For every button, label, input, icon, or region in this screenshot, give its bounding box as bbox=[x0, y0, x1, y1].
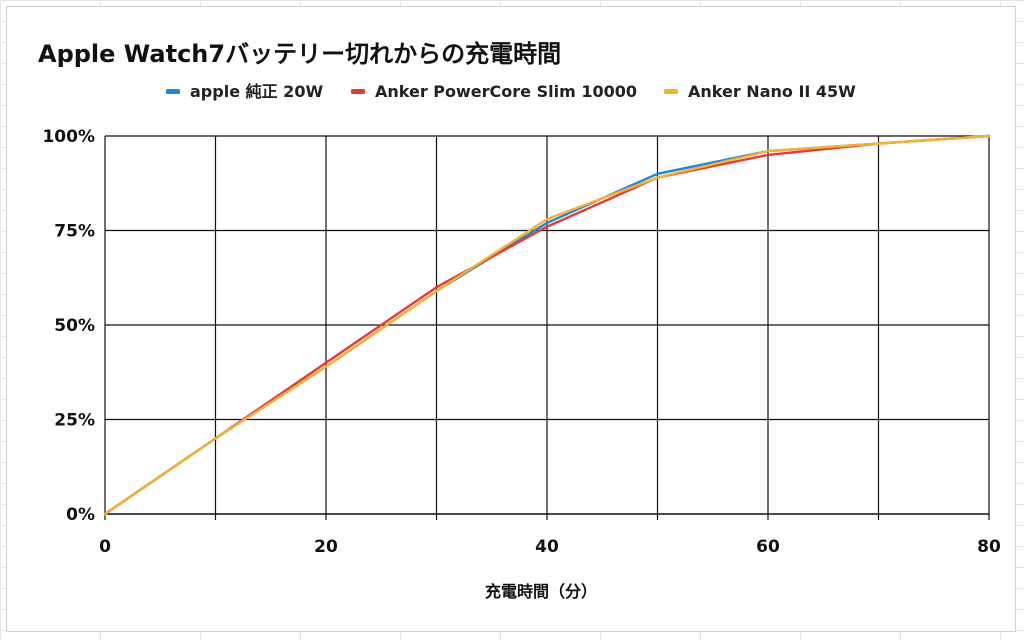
x-axis-ticks: 0 20 40 60 80 bbox=[99, 537, 1001, 557]
x-tick-label: 60 bbox=[756, 537, 780, 557]
series-lines bbox=[103, 134, 991, 516]
y-tick-label: 75% bbox=[54, 222, 95, 242]
legend-item-1: apple 純正 20W bbox=[166, 82, 323, 101]
series-line-3 bbox=[103, 134, 991, 516]
legend-swatch bbox=[664, 89, 678, 94]
grid bbox=[104, 135, 990, 520]
legend-item-3: Anker Nano II 45W bbox=[664, 82, 856, 101]
x-tick-label: 40 bbox=[535, 537, 559, 557]
y-tick-label: 50% bbox=[54, 316, 95, 336]
legend-swatch bbox=[166, 89, 180, 94]
y-tick-label: 25% bbox=[54, 411, 95, 431]
x-tick-label: 80 bbox=[977, 537, 1001, 557]
chart-title: Apple Watch7バッテリー切れからの充電時間 bbox=[38, 40, 561, 68]
legend-label: Anker Nano II 45W bbox=[688, 82, 856, 101]
x-tick-label: 0 bbox=[99, 537, 111, 557]
x-axis-title: 充電時間（分） bbox=[485, 582, 597, 601]
legend: apple 純正 20W Anker PowerCore Slim 10000 An… bbox=[166, 82, 856, 101]
legend-swatch bbox=[351, 89, 365, 94]
chart-card[interactable]: Apple Watch7バッテリー切れからの充電時間 apple 純正 20W A… bbox=[6, 6, 1016, 632]
line-chart: Apple Watch7バッテリー切れからの充電時間 apple 純正 20W A… bbox=[38, 40, 1001, 601]
legend-label: Anker PowerCore Slim 10000 bbox=[375, 82, 637, 101]
y-axis-ticks: 0% 25% 50% 75% 100% bbox=[42, 127, 95, 525]
y-tick-label: 0% bbox=[66, 505, 95, 525]
legend-label: apple 純正 20W bbox=[190, 82, 323, 101]
y-tick-label: 100% bbox=[42, 127, 95, 147]
x-tick-label: 20 bbox=[314, 537, 338, 557]
legend-item-2: Anker PowerCore Slim 10000 bbox=[351, 82, 637, 101]
